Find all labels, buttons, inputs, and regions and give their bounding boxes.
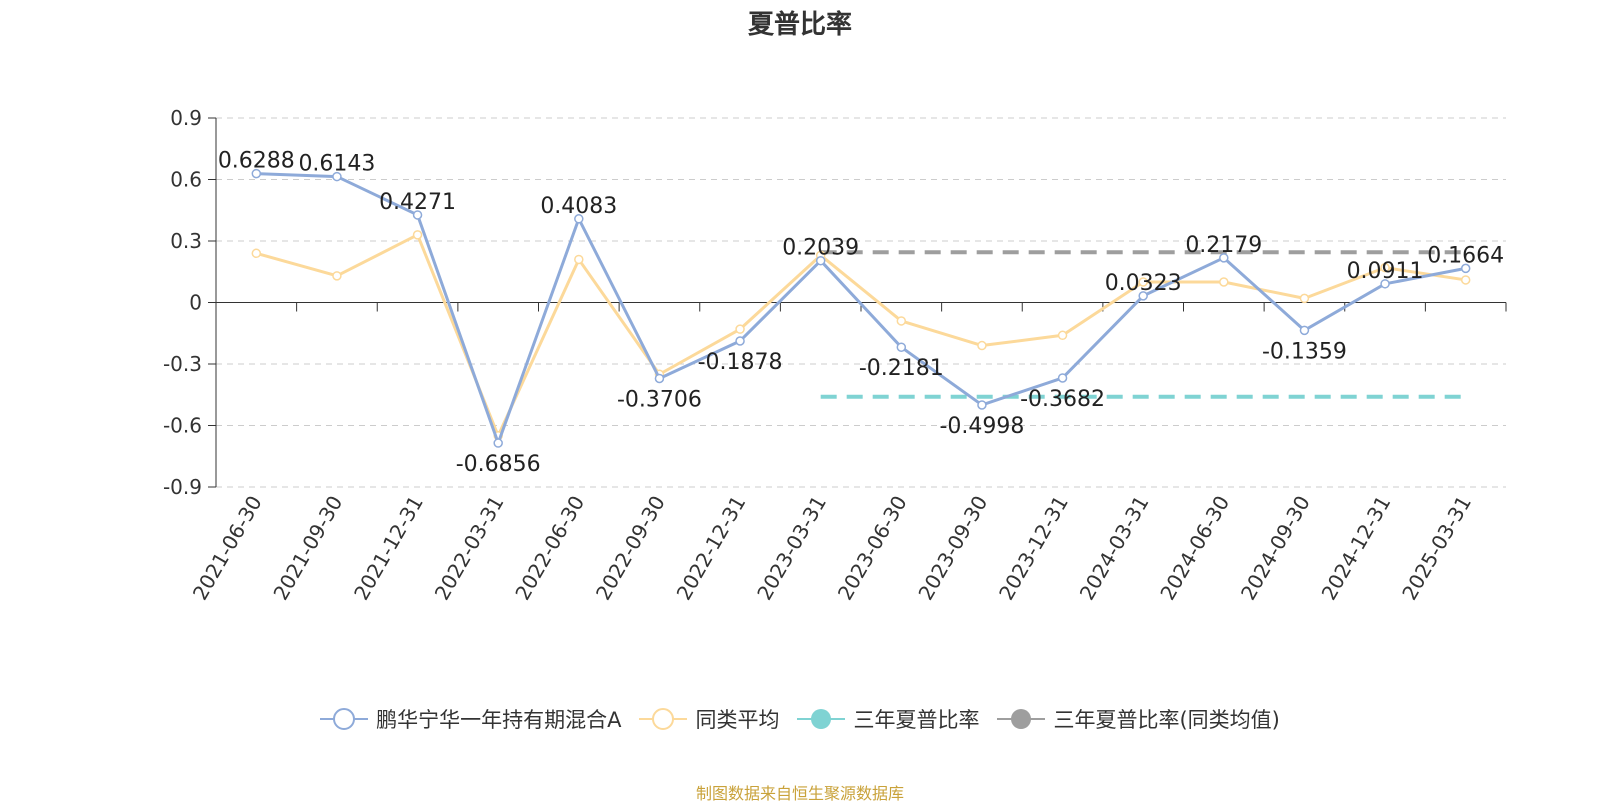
legend-label-three-year-sharpe: 三年夏普比率: [853, 708, 980, 732]
x-tick-label: 2024-06-30: [1155, 492, 1234, 605]
legend-item-peer-average[interactable]: 同类平均: [639, 704, 779, 734]
x-tick-label: 2022-03-31: [430, 492, 509, 605]
x-tick-label: 2021-09-30: [268, 492, 347, 605]
peer-average-point: [735, 324, 745, 334]
data-label: 0.4271: [379, 190, 456, 215]
fund-point: [251, 168, 262, 179]
fund-point: [574, 214, 584, 224]
peer-average-point: [1460, 275, 1471, 285]
data-label: 0.6143: [298, 152, 375, 177]
legend-circle-icon: [639, 708, 688, 730]
peer-average-point: [1299, 293, 1310, 304]
fund-point: [735, 336, 745, 346]
fund-point: [1460, 263, 1471, 274]
x-tick-label: 2025-03-31: [1397, 492, 1476, 605]
y-tick-label: 0.9: [170, 106, 202, 130]
fund-point: [493, 438, 503, 448]
fund-point: [1380, 279, 1390, 289]
y-tick-label: -0.9: [163, 475, 202, 499]
peer-average-point: [1219, 277, 1229, 287]
x-tick-label: 2022-09-30: [591, 492, 670, 605]
peer-average-point: [977, 340, 987, 351]
data-label: 0.2179: [1185, 233, 1262, 258]
peer-average-point: [412, 230, 423, 240]
data-label: -0.2181: [859, 356, 944, 381]
y-tick-label: -0.3: [163, 352, 202, 376]
legend-filled-circle-icon: [797, 709, 846, 729]
data-label: 0.6288: [218, 149, 295, 174]
peer-average-point: [574, 254, 584, 265]
peer-average-point: [896, 316, 907, 326]
legend-label-three-year-sharpe-peer: 三年夏普比率(同类均值): [1053, 708, 1280, 732]
data-label: -0.6856: [456, 452, 541, 477]
x-tick-label: 2022-12-31: [671, 492, 750, 605]
chart-title: 夏普比率: [747, 10, 852, 40]
peer-average-point: [251, 248, 262, 259]
x-tick-label: 2023-12-31: [994, 492, 1073, 605]
data-label: -0.3706: [617, 387, 702, 412]
x-tick-label: 2021-06-30: [188, 492, 267, 605]
legend-label-peer-average: 同类平均: [695, 708, 780, 732]
fund-point: [412, 210, 423, 220]
x-tick-label: 2021-12-31: [349, 492, 428, 605]
x-tick-label: 2023-06-30: [833, 492, 912, 605]
peer-average-point: [1380, 262, 1390, 273]
x-tick-label: 2023-03-31: [752, 492, 831, 605]
fund-point: [896, 342, 907, 352]
fund-point: [332, 171, 342, 182]
fund-point: [1219, 253, 1229, 263]
legend-item-three-year-sharpe-peer[interactable]: 三年夏普比率(同类均值): [997, 704, 1280, 734]
fund-line: [256, 172, 1466, 445]
fund-point: [1057, 373, 1068, 383]
x-tick-label: 2024-12-31: [1316, 492, 1395, 605]
data-label: 0.1664: [1427, 243, 1504, 268]
data-label: 0.4083: [540, 194, 617, 219]
legend-filled-circle-icon: [997, 709, 1046, 729]
fund-point: [815, 255, 826, 266]
data-label: 0.2039: [782, 236, 859, 261]
legend-item-fund[interactable]: 鹏华宁华一年持有期混合A: [320, 704, 621, 734]
x-tick-label: 2024-09-30: [1236, 492, 1315, 605]
data-label: 0.0911: [1347, 259, 1424, 284]
fund-point: [1138, 291, 1148, 301]
peer-average-line: [255, 233, 1466, 438]
peer-average-point: [332, 271, 342, 281]
data-label: -0.4998: [939, 414, 1024, 439]
y-tick-label: 0.6: [170, 168, 202, 192]
fund-point: [1299, 325, 1310, 336]
fund-point: [654, 373, 665, 384]
x-tick-label: 2022-06-30: [510, 492, 589, 605]
legend-circle-icon: [320, 708, 369, 730]
source-note: 制图数据来自恒生聚源数据库: [695, 784, 904, 803]
peer-average-point: [1057, 330, 1068, 341]
data-label: 0.0323: [1105, 271, 1182, 296]
y-tick-label: 0.3: [170, 229, 202, 253]
y-tick-label: -0.6: [163, 414, 202, 438]
x-tick-label: 2024-03-31: [1075, 492, 1154, 605]
y-tick-label: 0: [189, 291, 202, 315]
peer-average-point: [1138, 277, 1148, 287]
data-label: -0.1878: [698, 350, 783, 375]
legend-item-three-year-sharpe[interactable]: 三年夏普比率: [797, 704, 979, 734]
legend-label-fund: 鹏华宁华一年持有期混合A: [376, 708, 622, 732]
x-tick-label: 2023-09-30: [913, 492, 992, 605]
fund-point: [977, 400, 987, 410]
data-label: -0.3682: [1020, 387, 1105, 412]
data-label: -0.1359: [1262, 339, 1347, 364]
legend: 鹏华宁华一年持有期混合A 同类平均 三年夏普比率 三年夏普比率(同类均值): [0, 704, 1600, 734]
